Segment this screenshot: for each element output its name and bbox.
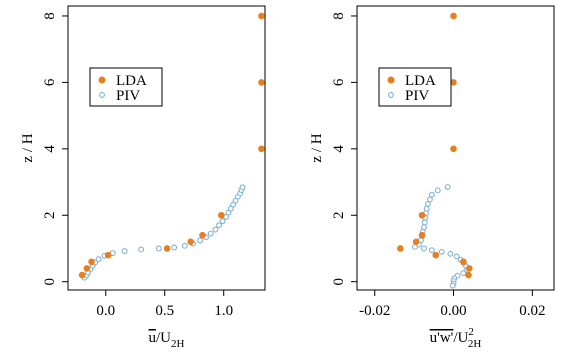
lda-point	[258, 79, 265, 86]
x-tick-label: -0.02	[359, 303, 390, 319]
lda-point	[397, 245, 404, 252]
lda-point	[218, 211, 225, 219]
piv-point	[207, 230, 214, 237]
piv-point	[219, 218, 226, 225]
piv-point	[171, 244, 178, 251]
x-axis-label: u/U2H	[149, 330, 185, 350]
legend-lda-marker	[387, 76, 395, 84]
piv-point	[138, 246, 145, 253]
x-axis-label: u'w'/U2 2H	[430, 326, 482, 350]
piv-point	[438, 248, 445, 255]
y-tick-label: 0	[331, 278, 347, 286]
y-axis-label: z / H	[20, 133, 36, 162]
y-tick-label: 6	[331, 78, 347, 86]
piv-point	[428, 247, 435, 254]
x-axis-label-sup: 2	[468, 326, 474, 338]
lda-point	[412, 238, 420, 246]
piv-point	[447, 250, 454, 257]
x-axis-label-base: u	[149, 330, 157, 346]
lda-point	[460, 258, 467, 266]
plot-frame	[67, 5, 266, 291]
piv-point	[426, 196, 433, 203]
y-tick-label: 8	[331, 12, 347, 20]
x-axis-label-divider: /U	[453, 330, 468, 346]
piv-point	[197, 237, 204, 244]
lda-point	[465, 271, 472, 279]
piv-point	[444, 184, 451, 190]
piv-point	[421, 219, 428, 226]
lda-point	[78, 271, 86, 279]
lda-point	[418, 231, 426, 239]
x-tick-label: 0.00	[440, 303, 466, 319]
piv-point	[239, 184, 246, 191]
lda-point	[163, 245, 171, 252]
plot-frame	[356, 5, 555, 291]
lda-point	[199, 231, 206, 239]
y-tick-label: 8	[42, 12, 58, 20]
lda-point	[258, 12, 265, 20]
legend-piv-label: PIV	[116, 88, 140, 104]
legend-box	[89, 67, 163, 107]
y-tick-label: 2	[42, 212, 58, 220]
lda-point	[187, 238, 194, 246]
lda-point	[450, 145, 457, 153]
lda-point	[104, 251, 112, 259]
piv-point	[449, 282, 456, 289]
piv-point	[434, 187, 441, 194]
piv-point	[411, 243, 418, 250]
y-tick-label: 4	[331, 145, 347, 153]
y-axis-label: z / H	[309, 133, 325, 162]
piv-point	[421, 224, 427, 231]
x-tick-label: 1.0	[214, 303, 233, 319]
legend-lda-label: LDA	[116, 73, 147, 89]
lda-point	[258, 145, 265, 153]
piv-point	[212, 226, 219, 233]
x-tick-label: 0.02	[519, 303, 545, 319]
lda-point	[465, 265, 473, 272]
piv-point	[95, 256, 102, 263]
piv-point	[423, 205, 430, 212]
legend-piv-marker	[99, 92, 105, 98]
lda-point	[88, 258, 95, 266]
piv-point	[155, 245, 162, 252]
piv-point	[216, 222, 222, 229]
y-tick-label: 4	[42, 145, 58, 153]
x-axis-label-sub: 2H	[171, 338, 185, 350]
legend-piv-label: PIV	[405, 88, 429, 104]
y-tick-label: 0	[42, 278, 58, 286]
lda-point	[450, 12, 457, 20]
piv-point	[428, 191, 435, 198]
legend-lda-label: LDA	[405, 73, 436, 89]
piv-point	[421, 245, 427, 252]
legend-piv-marker	[388, 92, 394, 98]
piv-point	[460, 270, 467, 277]
x-tick-label: 0.5	[155, 303, 174, 319]
piv-point	[181, 242, 188, 249]
y-tick-label: 6	[42, 78, 58, 86]
y-tick-label: 2	[331, 212, 347, 220]
legend-lda-marker	[98, 76, 106, 84]
x-tick-label: 0.0	[96, 303, 115, 319]
lda-point	[432, 251, 440, 259]
x-axis-label-base: u'w'	[430, 330, 454, 346]
legend-box	[378, 67, 452, 107]
lda-point	[418, 211, 426, 219]
piv-point	[121, 248, 128, 255]
x-axis-label-sub: 2H	[468, 338, 482, 350]
lda-point	[83, 265, 91, 272]
x-axis-label-divider: /U	[156, 330, 171, 346]
piv-point	[424, 201, 431, 207]
piv-point	[453, 253, 460, 260]
